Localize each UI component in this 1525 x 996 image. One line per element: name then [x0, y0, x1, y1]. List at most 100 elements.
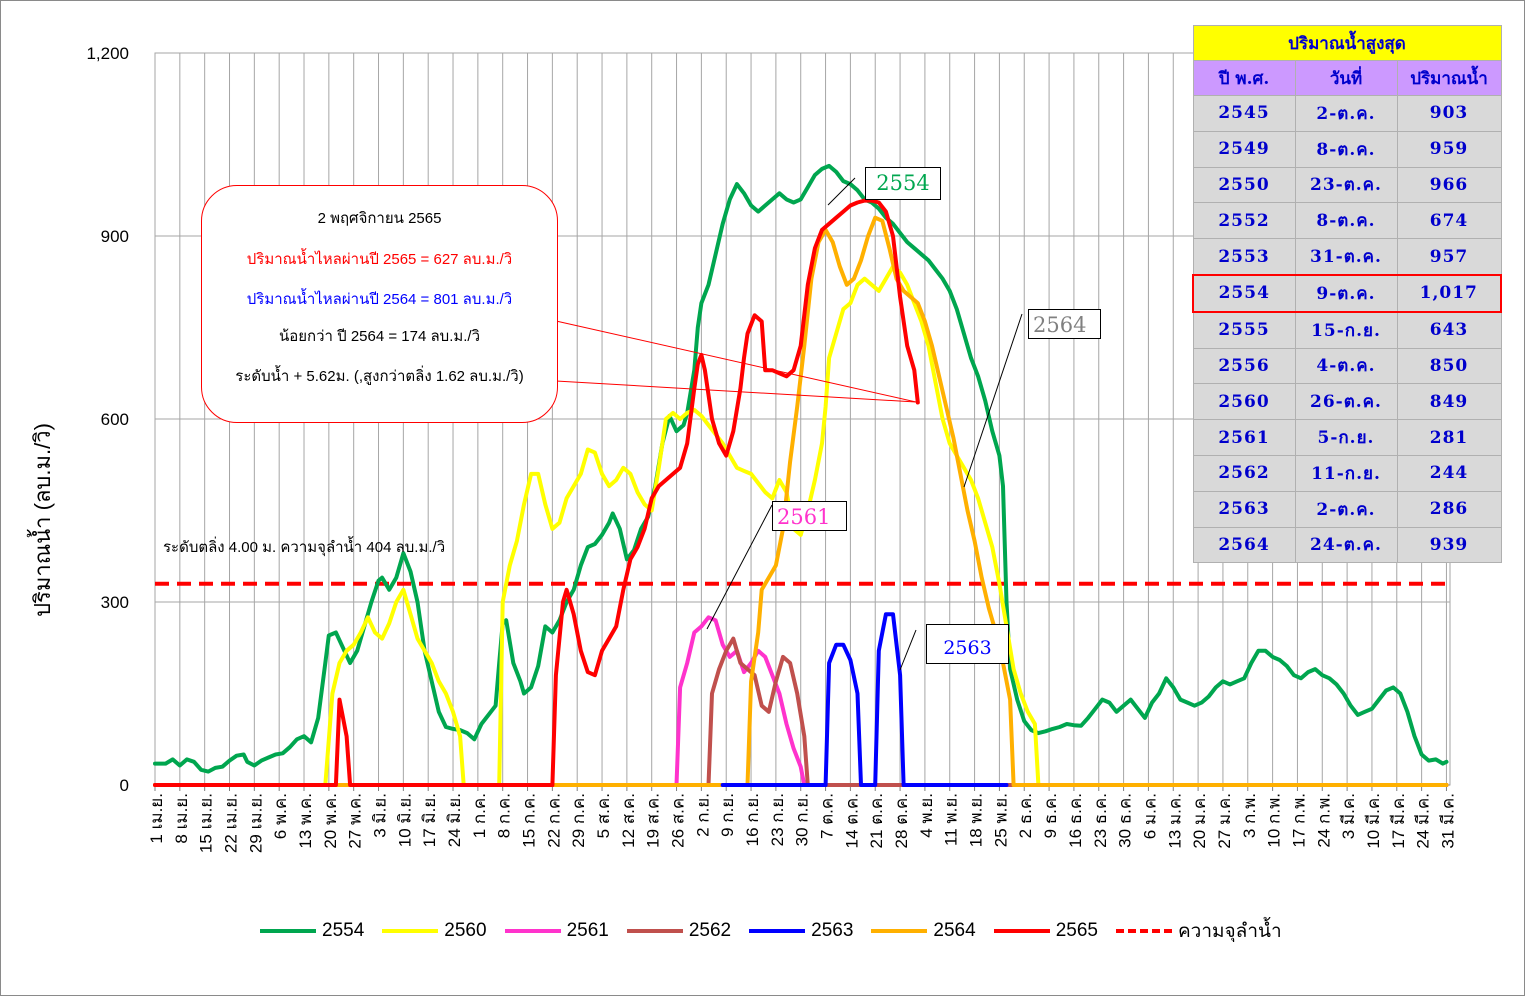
x-tick-label: 16 ก.ย.: [743, 793, 762, 846]
y-tick-label: 1,200: [86, 44, 129, 63]
table-row: 2555 15-ก.ย. 643: [1192, 311, 1502, 349]
header-flow: ปริมาณน้ำ: [1396, 60, 1502, 96]
x-tick-label: 16 ธ.ค.: [1066, 793, 1085, 848]
series-line-2563: [720, 612, 1009, 787]
table-cell-flow: 903: [1396, 95, 1502, 132]
table-cell-flow: 939: [1396, 526, 1502, 564]
legend-item: 2563: [749, 920, 853, 942]
x-tick-label: 24 มี.ค.: [1414, 793, 1433, 849]
x-tick-label: 29 เม.ย.: [246, 793, 265, 853]
table-cell-date: 8-ต.ค.: [1294, 130, 1398, 168]
table-cell-year: 2561: [1192, 419, 1296, 456]
legend-label: 2564: [933, 920, 976, 941]
legend-label: 2561: [566, 920, 609, 941]
legend-swatch: [1115, 929, 1172, 933]
legend-swatch: [382, 929, 439, 933]
x-tick-label: 30 ธ.ค.: [1116, 793, 1135, 848]
x-tick-label: 2 ธ.ค.: [1016, 793, 1035, 838]
table-cell-flow: 959: [1396, 130, 1502, 168]
x-tick-label: 12 ส.ค.: [619, 793, 638, 848]
callout-diff: น้อยกว่า ปี 2564 = 174 ลบ.ม./วิ: [278, 328, 481, 345]
pointer-line: [555, 380, 917, 403]
table-cell-year: 2562: [1192, 454, 1296, 492]
series-line-2565: [153, 198, 920, 787]
y-tick-label: 600: [101, 410, 129, 429]
x-tick-label: 10 ก.พ.: [1265, 793, 1284, 848]
legend: 2554 2560 2561 2562 2563 2564 2565 ความจุลำน้ำ: [260, 918, 1300, 944]
x-tick-label: 3 มิ.ย.: [371, 793, 390, 838]
table-cell-flow: 1,017: [1396, 273, 1502, 313]
legend-item: 2565: [993, 920, 1098, 942]
x-tick-label: 6 พ.ค.: [271, 793, 290, 839]
x-tick-label: 9 ธ.ค.: [1041, 793, 1060, 838]
table-cell-date: 2-ต.ค.: [1294, 95, 1398, 132]
table-cell-year: 2549: [1192, 130, 1296, 168]
x-tick-label: 8 ก.ค.: [495, 793, 514, 838]
header-year: ปี พ.ศ.: [1192, 60, 1296, 96]
x-tick-label: 3 ก.พ.: [1240, 793, 1259, 838]
callout-box: 2 พฤศจิกายน 2565 ปริมาณน้ำไหลผ่านปี 2565…: [201, 185, 558, 423]
x-tick-label: 23 ก.ย.: [768, 793, 787, 846]
label-2564: 2564: [1028, 309, 1101, 339]
table-cell-year: 2552: [1192, 202, 1296, 240]
x-tick-label: 20 ม.ค.: [1190, 793, 1209, 849]
x-tick-label: 5 ส.ค.: [594, 793, 613, 838]
series-line-2560: [153, 264, 1449, 787]
legend-swatch: [504, 929, 561, 933]
table-cell-flow: 966: [1396, 166, 1502, 204]
pointer-line: [555, 320, 917, 403]
table-cell-date: 8-ต.ค.: [1294, 202, 1398, 240]
x-tick-label: 10 มิ.ย.: [395, 793, 414, 847]
x-tick-label: 15 ก.ค.: [520, 793, 539, 848]
x-tick-label: 8 เม.ย.: [172, 793, 191, 844]
legend-label: 2562: [688, 920, 732, 941]
x-tick-label: 3 มี.ค.: [1339, 793, 1358, 839]
table-cell-date: 11-ก.ย.: [1294, 454, 1398, 492]
table-cell-flow: 957: [1396, 238, 1502, 276]
legend-item: ความจุลำน้ำ: [1115, 916, 1282, 946]
table-cell-flow: 674: [1396, 202, 1502, 240]
legend-item: 2554: [260, 920, 364, 942]
table-row: 2552 8-ต.ค. 674: [1192, 202, 1502, 240]
table-body: 2545 2-ต.ค. 903 2549 8-ต.ค. 959 2550 23-ต.ค. 966…: [1192, 95, 1502, 564]
x-tick-label: 9 ก.ย.: [718, 793, 737, 837]
series-line-2564: [153, 215, 1449, 787]
x-tick-label: 24 มิ.ย.: [445, 793, 464, 847]
x-tick-label: 6 ม.ค.: [1140, 793, 1159, 839]
x-tick-label: 15 เม.ย.: [197, 793, 216, 853]
table-row: 2561 5-ก.ย. 281: [1192, 419, 1502, 456]
table-cell-date: 2-ต.ค.: [1294, 490, 1398, 528]
table-cell-year: 2556: [1192, 347, 1296, 385]
legend-swatch: [993, 929, 1050, 933]
table-cell-date: 9-ต.ค.: [1294, 273, 1398, 313]
x-tick-label: 31 มี.ค.: [1438, 793, 1457, 849]
x-axis: 1 เม.ย. 8 เม.ย. 15 เม.ย. 22 เม.ย. 29 เม.ย. 6 …: [147, 784, 1457, 853]
pointer-line: [963, 313, 1023, 488]
y-tick-label: 0: [120, 776, 129, 795]
legend-label: 2565: [1055, 920, 1098, 941]
table-row: 2550 23-ต.ค. 966: [1192, 166, 1502, 204]
legend-swatch: [871, 929, 928, 933]
x-tick-label: 25 พ.ย.: [991, 793, 1010, 847]
legend-label: 2563: [811, 920, 854, 941]
table-cell-flow: 849: [1396, 383, 1502, 421]
x-tick-label: 27 ม.ค.: [1215, 793, 1234, 849]
table-cell-date: 4-ต.ค.: [1294, 347, 1398, 385]
x-tick-label: 1 เม.ย.: [147, 793, 166, 844]
table-cell-year: 2563: [1192, 490, 1296, 528]
legend-label: ความจุลำน้ำ: [1177, 921, 1282, 942]
x-tick-label: 18 พ.ย.: [967, 793, 986, 847]
label-2561: 2561: [772, 501, 847, 531]
label-2554: 2554: [865, 167, 941, 200]
table-cell-flow: 643: [1396, 311, 1502, 349]
x-tick-label: 20 พ.ค.: [321, 793, 340, 849]
legend-item: 2564: [871, 920, 976, 942]
legend-item: 2562: [626, 920, 732, 942]
pointer-line: [899, 629, 917, 671]
y-tick-label: 900: [101, 227, 129, 246]
table-cell-date: 31-ต.ค.: [1294, 238, 1398, 276]
table-cell-flow: 281: [1396, 419, 1502, 456]
table-row: 2556 4-ต.ค. 850: [1192, 347, 1502, 385]
series-line-2554: [153, 163, 1449, 774]
x-tick-label: 13 พ.ค.: [296, 793, 315, 849]
